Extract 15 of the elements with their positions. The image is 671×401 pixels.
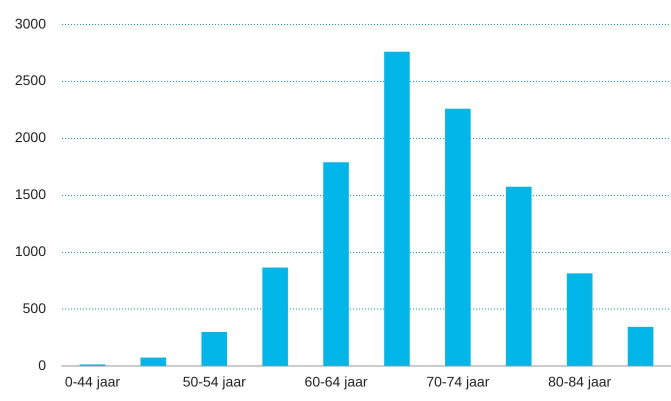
y-tick-label: 500 (22, 300, 46, 316)
x-tick-label: 60-64 jaar (304, 373, 368, 390)
y-tick-label: 1000 (14, 243, 46, 260)
y-tick-label: 0 (38, 357, 46, 374)
y-tick-label: 2000 (14, 129, 46, 146)
x-tick-label: 50-54 jaar (182, 373, 246, 390)
x-tick-label: 80-84 jaar (548, 373, 612, 390)
y-tick-label: 2500 (14, 72, 46, 88)
bar (201, 332, 228, 366)
bar (628, 326, 654, 366)
y-tick-label: 3000 (14, 15, 46, 32)
x-tick-label: 0-44 jaar (64, 373, 120, 390)
x-tick-label: 70-74 jaar (426, 373, 490, 390)
bar (140, 358, 166, 366)
y-tick-label: 1500 (14, 186, 46, 202)
